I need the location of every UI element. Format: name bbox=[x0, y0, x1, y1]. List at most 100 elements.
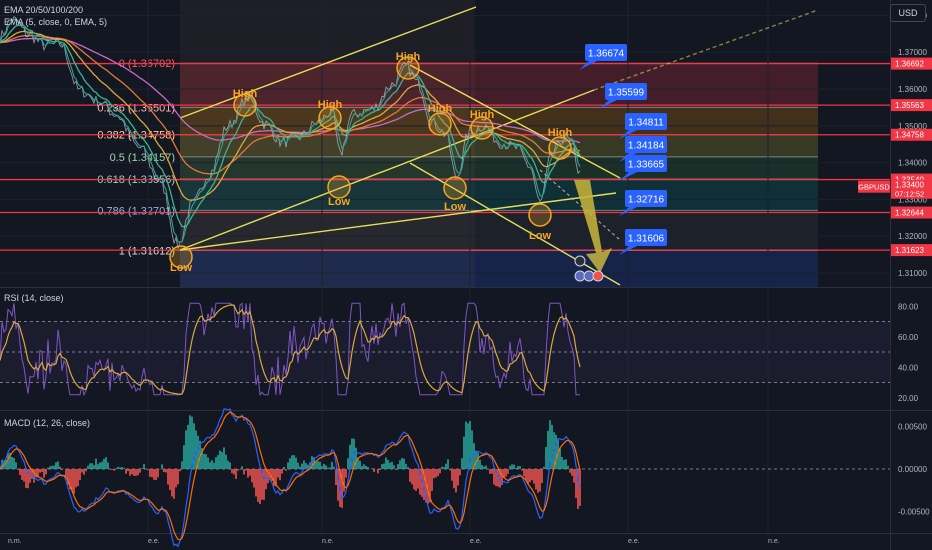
macd-histogram-bar bbox=[517, 465, 519, 470]
fib-zone bbox=[180, 178, 818, 211]
macd-histogram-bar bbox=[497, 469, 499, 487]
macd-histogram-bar bbox=[111, 469, 113, 471]
macd-histogram-bar bbox=[247, 469, 249, 478]
price-tick-label: 1.33000 bbox=[898, 195, 927, 204]
fib-zone bbox=[180, 156, 818, 179]
macd-histogram-bar bbox=[367, 467, 369, 470]
macd-histogram-bar bbox=[449, 469, 451, 471]
price-callout-text: 1.32716 bbox=[628, 195, 665, 206]
macd-histogram-bar bbox=[513, 464, 515, 470]
macd-histogram-bar bbox=[7, 453, 9, 470]
pivot-markers: High High High High High High Low Low Low Low bbox=[169, 51, 573, 274]
macd-histogram-bar bbox=[117, 466, 119, 470]
macd-histogram-bar bbox=[169, 469, 171, 491]
macd-histogram-bar bbox=[461, 458, 463, 470]
projection-arrow bbox=[574, 180, 612, 282]
macd-pane[interactable]: 0.00500 0.00000 -0.00500 bbox=[0, 408, 930, 548]
macd-histogram-bar bbox=[85, 469, 87, 472]
macd-histogram-bar bbox=[469, 421, 471, 470]
pivot-label-low: Low bbox=[529, 230, 551, 242]
macd-histogram-bar bbox=[385, 457, 387, 470]
macd-histogram-bar bbox=[181, 461, 183, 470]
macd-histogram-bar bbox=[335, 469, 337, 486]
indicator-ema-title[interactable]: EMA 20/50/100/200 bbox=[4, 5, 84, 15]
macd-histogram-bar bbox=[537, 469, 539, 493]
price-callout-text: 1.35599 bbox=[608, 88, 645, 99]
price-tick-label: 1.34000 bbox=[898, 159, 927, 168]
price-callout-box bbox=[625, 136, 667, 153]
macd-histogram-bar bbox=[401, 457, 403, 470]
macd-histogram-bar bbox=[255, 469, 257, 497]
macd-histogram-bar bbox=[567, 465, 569, 470]
macd-histogram-bar bbox=[67, 469, 69, 485]
macd-histogram-bar bbox=[389, 462, 391, 470]
macd-histogram-bar bbox=[195, 430, 197, 470]
macd-histogram-bar bbox=[125, 469, 127, 474]
macd-histogram-bar bbox=[165, 469, 167, 473]
fib-level-label: 0.382 (1.34758) bbox=[97, 130, 175, 142]
macd-histogram-bar bbox=[287, 462, 289, 470]
macd-histogram-bar bbox=[99, 462, 101, 470]
macd-histogram-bar bbox=[437, 469, 439, 476]
macd-histogram-bar bbox=[231, 469, 233, 474]
macd-histogram-bar bbox=[241, 466, 243, 470]
macd-title[interactable]: MACD (12, 26, close) bbox=[4, 418, 91, 428]
macd-histogram-bar bbox=[49, 466, 51, 470]
macd-histogram-bar bbox=[199, 440, 201, 470]
macd-histogram-bar bbox=[327, 467, 329, 470]
macd-histogram-bar bbox=[77, 469, 79, 487]
macd-histogram-bar bbox=[365, 465, 367, 470]
macd-histogram-bar bbox=[485, 465, 487, 470]
macd-histogram-bar bbox=[39, 469, 41, 473]
price-callout-text: 1.33665 bbox=[628, 160, 665, 171]
macd-histogram-bar bbox=[411, 469, 413, 485]
macd-histogram-bar bbox=[43, 469, 45, 478]
ema-200-line bbox=[0, 37, 581, 144]
macd-histogram-bar bbox=[483, 466, 485, 470]
macd-histogram-bar bbox=[297, 462, 299, 470]
macd-histogram-bar bbox=[155, 469, 157, 481]
macd-histogram-bar bbox=[571, 469, 573, 476]
macd-histogram-bar bbox=[161, 464, 163, 470]
macd-histogram-bar bbox=[331, 461, 333, 470]
macd-histogram-bar bbox=[547, 430, 549, 470]
price-marker-label: 1.34758 bbox=[895, 131, 924, 140]
price-callout-pointer bbox=[619, 246, 637, 255]
indicator-ema5-title[interactable]: EMA (5, close, 0, EMA, 5) bbox=[4, 17, 108, 27]
rsi-title[interactable]: RSI (14, close) bbox=[4, 293, 64, 303]
macd-histogram-bar bbox=[289, 458, 291, 470]
macd-histogram-bar bbox=[45, 469, 47, 475]
last-price-label: 1.33400 bbox=[895, 181, 924, 190]
macd-histogram-bar bbox=[499, 469, 501, 488]
macd-histogram-bar bbox=[397, 464, 399, 470]
macd-histogram-bar bbox=[263, 469, 265, 500]
macd-histogram-bar bbox=[139, 469, 141, 473]
macd-tick-label: 0.00500 bbox=[898, 422, 927, 431]
price-callout-pointer bbox=[599, 100, 617, 109]
price-axis[interactable]: 1.380001.370001.360001.350001.340001.330… bbox=[858, 11, 932, 278]
macd-histogram-bar bbox=[337, 469, 339, 501]
macd-histogram-bar bbox=[69, 469, 71, 490]
macd-histogram-bar bbox=[89, 463, 91, 470]
macd-histogram-bar bbox=[447, 459, 449, 470]
macd-histogram-bar bbox=[441, 466, 443, 470]
macd-histogram-bar bbox=[299, 466, 301, 470]
macd-histogram-bar bbox=[317, 461, 319, 470]
macd-histogram-bar bbox=[521, 469, 523, 471]
pivot-label-high: High bbox=[548, 127, 573, 139]
macd-histogram-bar bbox=[363, 464, 365, 470]
macd-histogram-bar bbox=[37, 469, 39, 478]
macd-histogram-bar bbox=[267, 469, 269, 484]
macd-histogram-bar bbox=[17, 469, 19, 471]
event-icon bbox=[574, 255, 586, 267]
macd-histogram-bar bbox=[133, 469, 135, 476]
currency-button[interactable]: USD bbox=[890, 4, 926, 22]
macd-histogram-bar bbox=[5, 459, 7, 470]
macd-histogram-bar bbox=[71, 469, 73, 492]
macd-histogram-bar bbox=[575, 469, 577, 499]
rsi-pane[interactable]: 80.00 60.00 40.00 20.00 bbox=[0, 302, 919, 403]
time-axis[interactable]: n.m. e.e. n.e. e.e. e.e. n.e. bbox=[8, 538, 780, 545]
price-callout-box bbox=[625, 190, 667, 207]
macd-histogram-bar bbox=[137, 469, 139, 476]
